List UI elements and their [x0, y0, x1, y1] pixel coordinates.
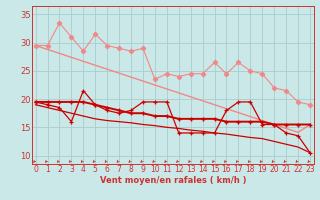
X-axis label: Vent moyen/en rafales ( km/h ): Vent moyen/en rafales ( km/h ): [100, 176, 246, 185]
